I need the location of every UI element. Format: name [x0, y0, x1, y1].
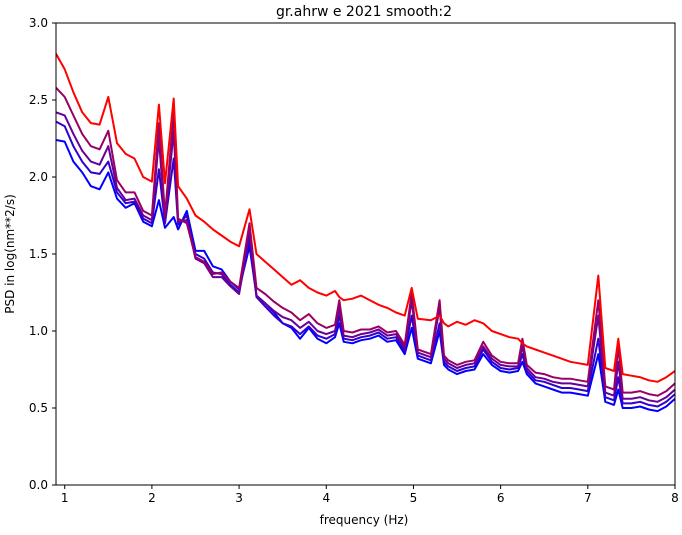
x-axis-label: frequency (Hz) — [320, 513, 409, 527]
series-layer — [56, 53, 675, 413]
y-tick-label: 2.0 — [29, 170, 48, 184]
y-axis: 0.0 0.5 1.0 1.5 2.0 2.5 3.0 — [29, 16, 56, 492]
x-tick-label: 3 — [235, 491, 243, 505]
x-tick-label: 1 — [61, 491, 69, 505]
y-axis-label: PSD in log(nm**2/s) — [3, 194, 17, 314]
x-tick-label: 5 — [410, 491, 418, 505]
y-tick-label: 1.0 — [29, 324, 48, 338]
y-tick-label: 1.5 — [29, 247, 48, 261]
x-axis: 1 2 3 4 5 6 7 8 — [61, 485, 679, 505]
series-line-1 — [56, 139, 675, 413]
chart-title: gr.ahrw e 2021 smooth:2 — [276, 4, 452, 20]
y-tick-label: 3.0 — [29, 16, 48, 30]
plot-frame — [55, 22, 676, 486]
series-line-5 — [56, 53, 675, 383]
y-tick-label: 0.0 — [29, 478, 48, 492]
x-tick-label: 8 — [671, 491, 679, 505]
y-tick-label: 2.5 — [29, 93, 48, 107]
x-tick-label: 7 — [584, 491, 592, 505]
x-tick-label: 4 — [322, 491, 330, 505]
x-tick-label: 6 — [497, 491, 505, 505]
series-line-4 — [56, 87, 675, 397]
x-tick-label: 2 — [148, 491, 156, 505]
series-line-3 — [56, 111, 675, 403]
y-tick-label: 0.5 — [29, 401, 48, 415]
